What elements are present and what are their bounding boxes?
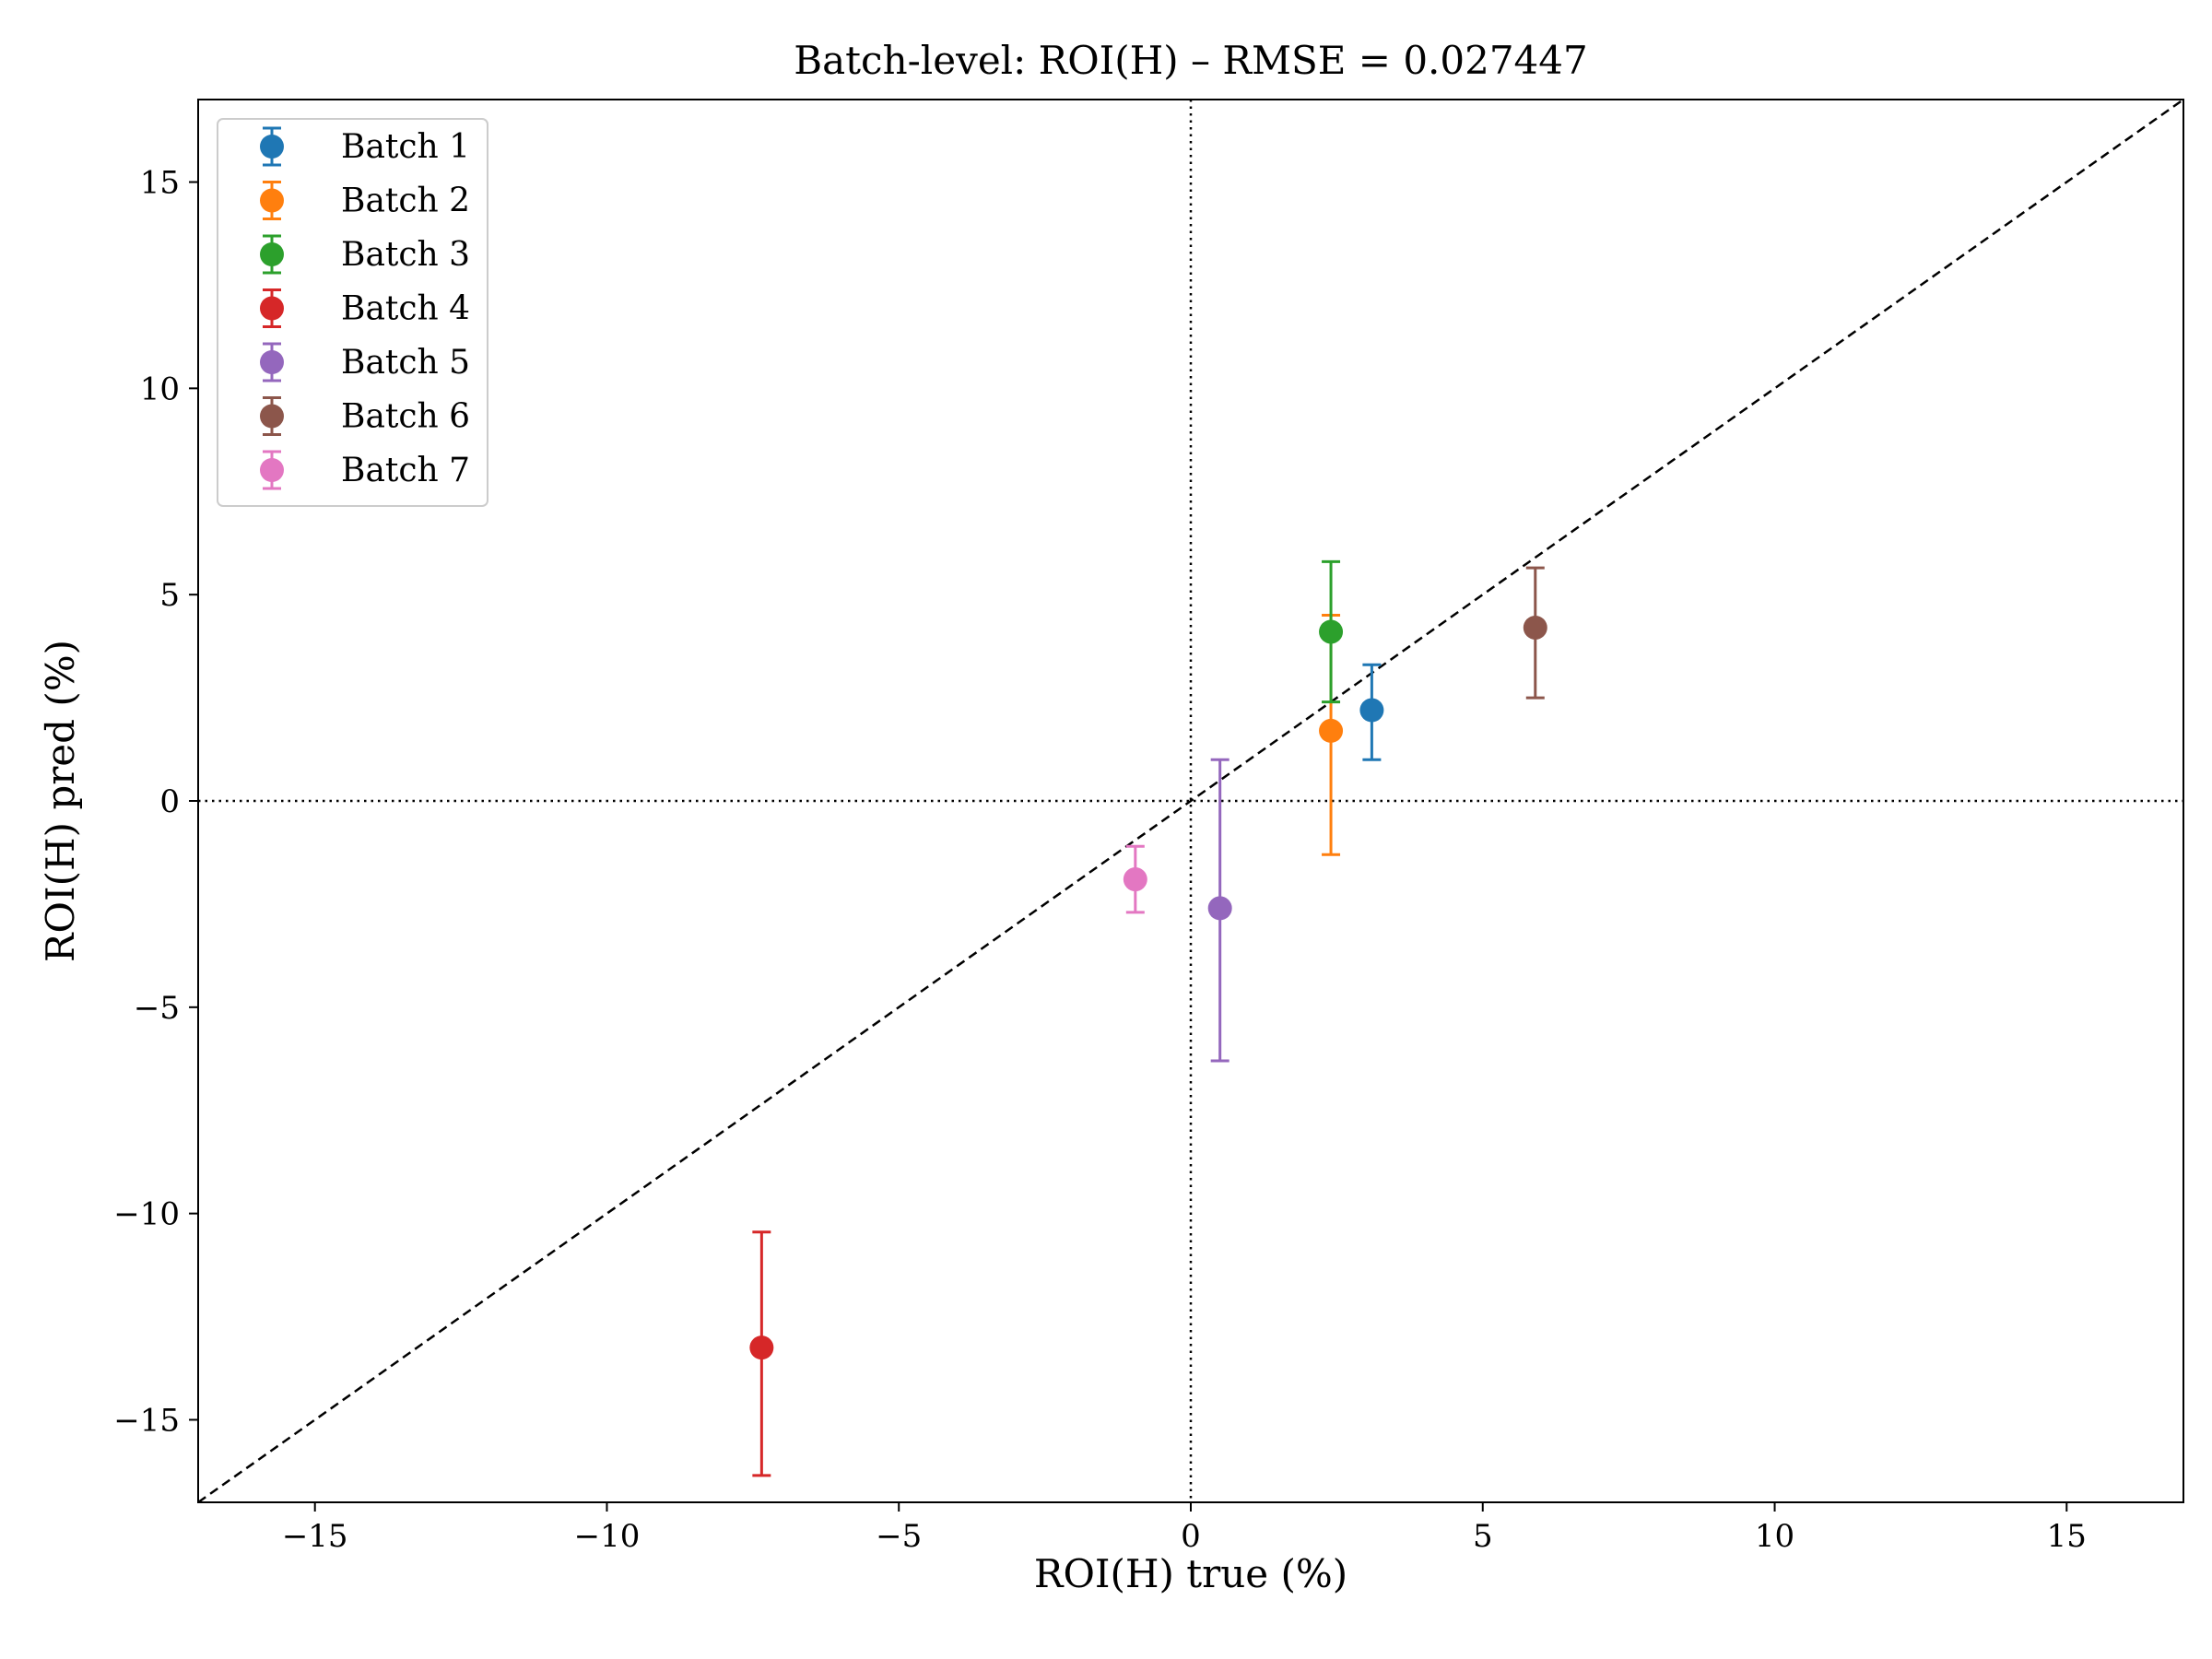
y-axis-label: ROI(H) pred (%) (38, 640, 83, 962)
y-tick-label: 15 (140, 165, 180, 202)
legend-marker (260, 242, 284, 266)
legend-label: Batch 1 (341, 128, 470, 166)
identity-line (197, 98, 2184, 1504)
data-points (749, 615, 1547, 1360)
legend-item: Batch 1 (260, 126, 470, 167)
legend-box (217, 118, 488, 507)
legend-marker (260, 188, 284, 213)
legend-label: Batch 5 (341, 344, 470, 382)
legend-label: Batch 3 (341, 236, 470, 274)
legend-item: Batch 3 (260, 234, 470, 275)
y-tick-label: −15 (113, 1402, 180, 1439)
y-axis-ticks: −15 −10 −5 0 5 10 15 (113, 165, 198, 1439)
data-point (749, 1335, 774, 1360)
reference-lines (197, 98, 2184, 1504)
x-tick-label: −5 (876, 1518, 922, 1555)
legend-item: Batch 6 (260, 396, 470, 436)
legend-marker (260, 135, 284, 159)
legend-label: Batch 6 (341, 398, 470, 436)
legend-marker (260, 458, 284, 482)
x-tick-label: 0 (1181, 1518, 1201, 1555)
data-point (1359, 698, 1384, 723)
data-point (1523, 615, 1547, 640)
legend-marker (260, 296, 284, 321)
legend-label: Batch 2 (341, 182, 470, 220)
legend: Batch 1 Batch 2 Batch 3 Batch 4 Batch 5 Batch… (217, 118, 488, 507)
x-tick-label: −10 (574, 1518, 641, 1555)
legend-marker (260, 350, 284, 374)
x-axis-label: ROI(H) true (%) (1034, 1551, 1347, 1596)
legend-item: Batch 7 (260, 450, 470, 490)
legend-marker (260, 404, 284, 429)
chart-title: Batch-level: ROI(H) – RMSE = 0.027447 (794, 38, 1587, 83)
legend-item: Batch 2 (260, 181, 470, 220)
x-tick-label: 15 (2047, 1518, 2087, 1555)
legend-label: Batch 4 (341, 290, 470, 328)
legend-label: Batch 7 (341, 452, 470, 489)
legend-item: Batch 5 (260, 342, 470, 382)
x-axis-ticks: −15 −10 −5 0 5 10 15 (282, 1502, 2087, 1555)
y-tick-label: 10 (140, 371, 180, 407)
y-tick-label: −10 (113, 1196, 180, 1233)
data-point (1123, 867, 1147, 892)
data-point (1319, 718, 1344, 743)
y-tick-label: −5 (134, 990, 180, 1027)
x-tick-label: 10 (1755, 1518, 1794, 1555)
legend-item: Batch 4 (260, 288, 470, 328)
x-tick-label: −15 (282, 1518, 348, 1555)
data-point (1207, 896, 1232, 921)
x-tick-label: 5 (1473, 1518, 1493, 1555)
y-tick-label: 5 (159, 577, 180, 614)
data-point (1319, 619, 1344, 644)
y-tick-label: 0 (159, 783, 180, 820)
